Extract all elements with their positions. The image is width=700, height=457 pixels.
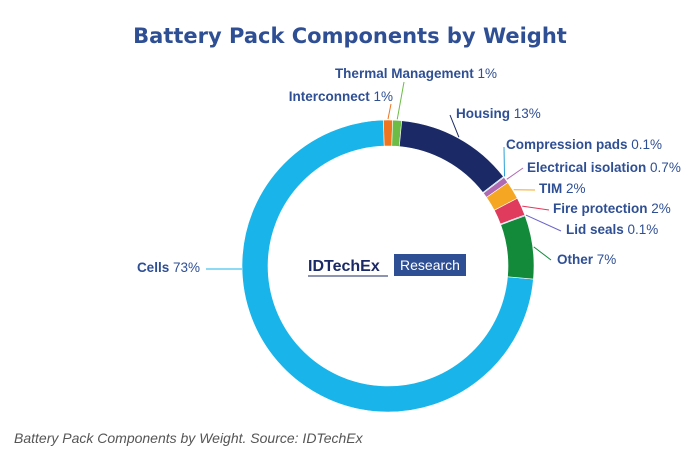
label-tim: TIM 2%	[539, 181, 586, 196]
leader-lines	[206, 81, 562, 270]
label-cells: Cells 73%	[137, 260, 200, 275]
label-other-value: 7%	[597, 252, 617, 267]
label-tim-name: TIM	[539, 181, 566, 196]
logo-tag: Research	[400, 257, 460, 273]
label-interconnect-value: 1%	[373, 89, 393, 104]
label-lidseals-name: Lid seals	[566, 222, 628, 237]
label-other: Other 7%	[557, 252, 616, 267]
slice-interconnect	[383, 119, 393, 147]
label-electrical-value: 0.7%	[650, 160, 681, 175]
label-compression-value: 0.1%	[631, 137, 662, 152]
label-housing: Housing 13%	[456, 106, 541, 121]
label-housing-value: 13%	[514, 106, 541, 121]
label-lidseals-value: 0.1%	[628, 222, 659, 237]
label-thermal: Thermal Management 1%	[335, 66, 497, 81]
label-compression: Compression pads 0.1%	[506, 137, 662, 152]
leader-housing	[449, 114, 460, 138]
leader-electrical	[506, 167, 524, 180]
label-cells-name: Cells	[137, 260, 173, 275]
logo-tag-background	[394, 254, 466, 276]
label-fire-name: Fire protection	[553, 201, 651, 216]
leader-thermal	[396, 81, 405, 120]
label-fire-value: 2%	[651, 201, 671, 216]
label-electrical: Electrical isolation 0.7%	[527, 160, 681, 175]
idtechex-logo: IDTechEx Research	[308, 254, 466, 277]
label-fire: Fire protection 2%	[553, 201, 671, 216]
label-other-name: Other	[557, 252, 597, 267]
leader-lidseals	[525, 214, 562, 232]
label-thermal-name: Thermal Management	[335, 66, 478, 81]
slice-housing	[398, 120, 504, 193]
label-cells-value: 73%	[173, 260, 200, 275]
label-electrical-name: Electrical isolation	[527, 160, 650, 175]
leader-other	[533, 246, 552, 261]
slice-other	[500, 215, 535, 280]
logo-brand: IDTechEx	[308, 258, 380, 275]
label-interconnect: Interconnect 1%	[289, 89, 393, 104]
label-thermal-value: 1%	[477, 66, 497, 81]
label-tim-value: 2%	[566, 181, 586, 196]
leader-fire	[522, 205, 550, 211]
label-housing-name: Housing	[456, 106, 514, 121]
donut-slices	[241, 119, 535, 413]
slice-cells	[241, 119, 534, 413]
chart-title: Battery Pack Components by Weight	[133, 24, 567, 48]
label-compression-name: Compression pads	[506, 137, 631, 152]
slice-labels: Cells 73%Interconnect 1%Thermal Manageme…	[137, 66, 681, 275]
figure-caption: Battery Pack Components by Weight. Sourc…	[14, 430, 363, 446]
leader-interconnect	[387, 103, 392, 120]
label-lidseals: Lid seals 0.1%	[566, 222, 658, 237]
label-interconnect-name: Interconnect	[289, 89, 374, 104]
leader-compression	[503, 146, 506, 177]
